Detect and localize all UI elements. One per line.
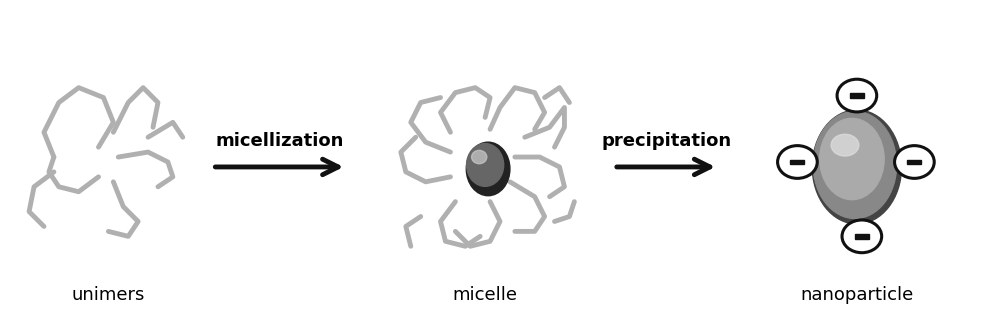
Ellipse shape [820,118,884,200]
Ellipse shape [812,110,902,224]
Ellipse shape [472,150,487,164]
FancyBboxPatch shape [850,93,864,98]
Text: micellization: micellization [216,132,344,150]
Text: unimers: unimers [72,286,145,304]
FancyBboxPatch shape [907,160,921,164]
Ellipse shape [895,146,934,178]
Ellipse shape [813,111,897,219]
Ellipse shape [466,142,510,196]
Ellipse shape [467,144,504,186]
FancyBboxPatch shape [855,234,869,239]
Text: precipitation: precipitation [601,132,732,150]
FancyBboxPatch shape [790,160,804,164]
Ellipse shape [831,134,859,156]
Ellipse shape [778,146,817,178]
Text: nanoparticle: nanoparticle [800,286,914,304]
Text: micelle: micelle [453,286,518,304]
Ellipse shape [842,220,882,253]
Ellipse shape [837,79,877,112]
